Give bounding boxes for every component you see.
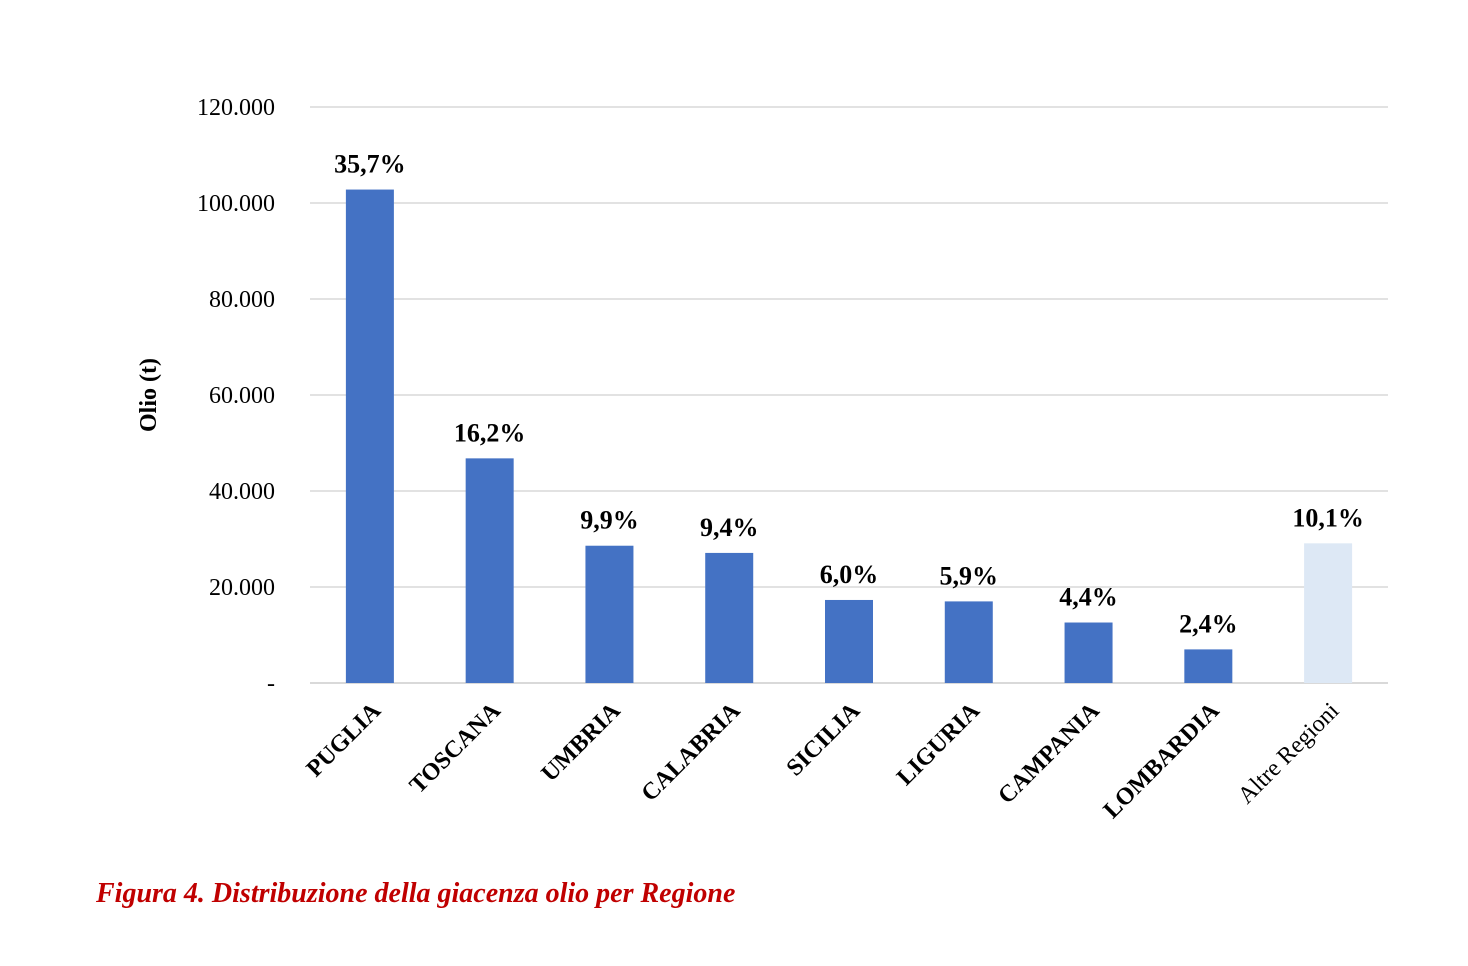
bar-campania (1064, 622, 1113, 683)
data-label: 10,1% (1292, 503, 1364, 532)
y-tick-label: 120.000 (197, 95, 275, 121)
y-axis-title: Olio (t) (136, 358, 162, 432)
x-category-label: Altre Regioni (1233, 698, 1344, 809)
bars (345, 189, 1353, 683)
x-category-label: SICILIA (782, 697, 866, 781)
data-label: 4,4% (1059, 583, 1118, 612)
y-tick-label: 80.000 (209, 287, 275, 313)
x-category-label: UMBRIA (537, 697, 627, 787)
data-label: 5,9% (940, 561, 999, 590)
x-category-label: LOMBARDIA (1099, 697, 1225, 823)
data-label: 2,4% (1179, 609, 1238, 638)
bar-liguria (944, 601, 993, 683)
y-axis-ticks: - 20.000 40.000 60.000 80.000 100.000 120.000 (197, 95, 275, 697)
y-tick-label: 40.000 (209, 479, 275, 505)
data-label: 35,7% (334, 150, 406, 179)
bar-chart: -20.00040.00060.00080.000100.000120.000 … (136, 95, 1388, 824)
x-axis-categories: PUGLIA TOSCANA UMBRIA CALABRIA SICILIA LIGURI… (302, 697, 1345, 823)
bar-sicilia (825, 599, 873, 683)
bar-umbria (585, 545, 634, 683)
data-label: 6,0% (820, 560, 879, 589)
y-tick-label: 100.000 (197, 191, 275, 217)
data-label: 9,4% (700, 513, 759, 542)
figure-caption: Figura 4. Distribuzione della giacenza o… (96, 878, 736, 909)
y-tick-label: 20.000 (209, 575, 275, 601)
bar-calabria (705, 552, 754, 683)
bar-toscana (465, 458, 514, 683)
data-label: 16,2% (454, 418, 526, 447)
x-category-label: PUGLIA (302, 697, 387, 782)
x-category-label: CALABRIA (637, 697, 746, 806)
x-category-label: TOSCANA (405, 697, 507, 799)
y-tick-label: - (267, 671, 275, 697)
y-tick-label: 60.000 (209, 383, 275, 409)
data-labels: 35,7% 16,2% 9,9% 9,4% 6,0% 5,9% 4,4% 2,4% 10,1% (334, 150, 1364, 639)
x-category-label: LIGURIA (892, 697, 985, 790)
bar-lombardia (1184, 649, 1233, 683)
data-label: 9,9% (580, 506, 639, 535)
x-category-label: CAMPANIA (993, 697, 1105, 809)
bar-altre-regioni (1304, 543, 1353, 683)
bar-puglia (345, 189, 394, 683)
